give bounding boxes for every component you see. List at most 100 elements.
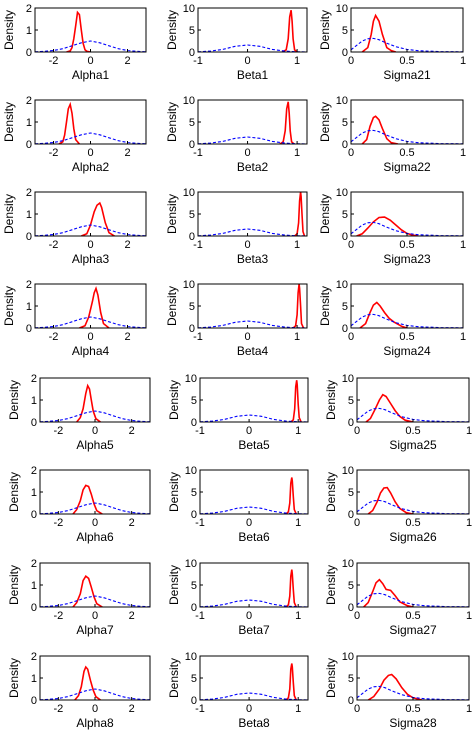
y-axis-label: Density: [2, 102, 16, 142]
x-tick-label: 1: [294, 239, 300, 251]
prior-density-line: [40, 595, 150, 607]
posterior-density-line: [367, 486, 414, 514]
x-tick-label: 0: [244, 147, 250, 159]
x-tick-label: -2: [49, 147, 59, 159]
x-tick-label: 0.5: [399, 331, 414, 343]
posterior-density-line: [79, 285, 110, 328]
y-tick-label: 5: [191, 487, 197, 499]
x-tick-label: 1: [295, 610, 301, 622]
x-tick-label: 2: [124, 147, 130, 159]
x-tick-label: 1: [294, 55, 300, 67]
y-tick-label: 5: [189, 117, 195, 129]
x-axis-label: Beta5: [238, 438, 270, 452]
x-tick-label: 0: [244, 331, 250, 343]
x-tick-label: 1: [466, 517, 472, 529]
y-tick-label: 0: [189, 139, 195, 151]
y-tick-label: 0: [31, 602, 37, 614]
x-tick-label: -1: [195, 517, 205, 529]
y-tick-label: 2: [31, 558, 37, 570]
x-tick-label: 1: [295, 517, 301, 529]
y-tick-label: 10: [342, 558, 354, 570]
x-tick-label: 0: [348, 331, 354, 343]
y-tick-label: 0: [26, 47, 32, 59]
axes-box: [34, 99, 147, 145]
panel-alpha1: -2 0 2 0 1 2 Alpha1 Density: [2, 3, 147, 82]
y-tick-label: 1: [26, 117, 32, 129]
y-axis-label: Density: [7, 565, 21, 605]
x-axis-label: Alpha4: [72, 344, 110, 358]
panel-alpha4: -2 0 2 0 1 2 Alpha4 Density: [2, 279, 147, 358]
prior-density-line: [198, 228, 307, 236]
y-tick-label: 5: [342, 209, 348, 221]
x-tick-label: 1: [466, 610, 472, 622]
y-tick-label: 5: [189, 209, 195, 221]
posterior-density-line: [285, 663, 297, 700]
prior-density-line: [200, 414, 308, 422]
y-tick-label: 5: [342, 301, 348, 313]
y-tick-label: 10: [336, 187, 348, 199]
x-tick-label: 1: [294, 147, 300, 159]
prior-density-line: [351, 313, 463, 328]
y-axis-label: Density: [167, 380, 181, 420]
prior-density-line: [198, 136, 307, 144]
posterior-density-line: [72, 484, 103, 514]
y-tick-label: 0: [348, 417, 354, 429]
y-tick-label: 10: [183, 187, 195, 199]
prior-density-line: [40, 502, 150, 514]
x-tick-label: 2: [129, 425, 135, 437]
panel-alpha8: -2 0 2 0 1 2 Alpha8 Density: [7, 651, 151, 730]
x-tick-label: -2: [53, 703, 63, 715]
y-tick-label: 0: [189, 47, 195, 59]
y-tick-label: 0: [342, 47, 348, 59]
x-tick-label: 0: [354, 703, 360, 715]
prior-density-line: [200, 599, 308, 607]
x-tick-label: 0: [87, 239, 93, 251]
y-axis-label: Density: [318, 286, 332, 326]
x-axis-label: Sigma26: [389, 530, 437, 544]
y-tick-label: 0: [26, 231, 32, 243]
x-axis-label: Sigma24: [383, 344, 431, 358]
x-tick-label: 2: [129, 517, 135, 529]
prior-density-line: [351, 37, 463, 52]
x-tick-label: -2: [49, 55, 59, 67]
y-axis-label: Density: [2, 194, 16, 234]
x-tick-label: 0.5: [405, 610, 420, 622]
y-tick-label: 2: [26, 279, 32, 291]
y-tick-label: 2: [31, 651, 37, 663]
y-tick-label: 0: [189, 231, 195, 243]
x-axis-label: Beta4: [237, 344, 269, 358]
y-tick-label: 0: [31, 417, 37, 429]
x-tick-label: -1: [193, 239, 203, 251]
x-axis-label: Sigma27: [389, 623, 437, 637]
x-tick-label: 0: [92, 425, 98, 437]
y-tick-label: 5: [348, 487, 354, 499]
y-tick-label: 10: [185, 651, 197, 663]
x-axis-label: Sigma21: [383, 68, 431, 82]
y-tick-label: 5: [342, 117, 348, 129]
x-axis-label: Beta8: [238, 716, 270, 730]
posterior-density-line: [281, 10, 298, 52]
x-tick-label: -2: [53, 517, 63, 529]
x-tick-label: 0: [246, 425, 252, 437]
y-axis-label: Density: [324, 380, 338, 420]
prior-density-line: [351, 129, 463, 144]
x-axis-label: Sigma23: [383, 252, 431, 266]
y-tick-label: 5: [191, 580, 197, 592]
posterior-density-line: [74, 665, 101, 700]
y-tick-label: 5: [348, 395, 354, 407]
posterior-density-line: [81, 201, 115, 236]
prior-density-line: [40, 688, 150, 700]
y-tick-label: 5: [189, 301, 195, 313]
posterior-density-line: [365, 393, 414, 422]
posterior-density-line: [58, 101, 81, 144]
y-axis-label: Density: [324, 472, 338, 512]
y-tick-label: 0: [31, 509, 37, 521]
axes-box: [356, 377, 470, 423]
